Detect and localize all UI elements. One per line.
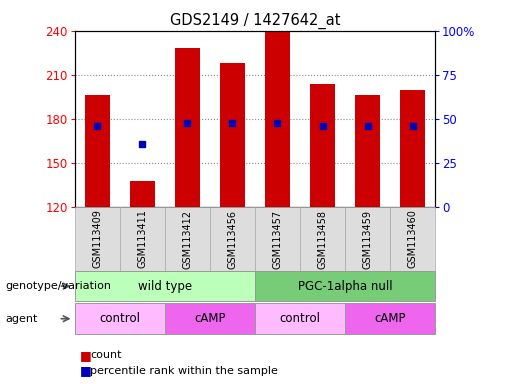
Point: [93, 123, 101, 129]
Point: [138, 141, 146, 147]
Bar: [390, 207, 435, 271]
Text: GSM113459: GSM113459: [363, 210, 372, 268]
Bar: [165, 303, 255, 334]
Bar: [210, 207, 255, 271]
Bar: [119, 207, 165, 271]
Text: percentile rank within the sample: percentile rank within the sample: [90, 366, 278, 376]
Text: count: count: [90, 350, 122, 360]
Point: [273, 119, 282, 126]
Bar: [165, 207, 210, 271]
Bar: [310, 84, 335, 207]
Point: [318, 123, 327, 129]
Bar: [75, 207, 119, 271]
Bar: [130, 181, 154, 207]
Text: PGC-1alpha null: PGC-1alpha null: [298, 280, 392, 293]
Bar: [400, 89, 425, 207]
Bar: [255, 271, 435, 301]
Bar: [220, 63, 245, 207]
Bar: [255, 303, 345, 334]
Bar: [75, 303, 165, 334]
Text: ■: ■: [80, 349, 92, 362]
Text: GSM113409: GSM113409: [92, 210, 102, 268]
Text: genotype/variation: genotype/variation: [5, 281, 111, 291]
Text: GSM113411: GSM113411: [138, 210, 147, 268]
Text: agent: agent: [5, 314, 38, 324]
Point: [408, 123, 417, 129]
Text: control: control: [280, 312, 320, 325]
Point: [364, 123, 372, 129]
Text: GSM113458: GSM113458: [318, 210, 328, 268]
Text: cAMP: cAMP: [374, 312, 406, 325]
Text: control: control: [99, 312, 140, 325]
Bar: [345, 303, 435, 334]
Text: ■: ■: [80, 364, 92, 377]
Bar: [85, 96, 110, 207]
Bar: [75, 271, 255, 301]
Bar: [355, 96, 380, 207]
Text: cAMP: cAMP: [194, 312, 226, 325]
Title: GDS2149 / 1427642_at: GDS2149 / 1427642_at: [169, 13, 340, 29]
Bar: [345, 207, 390, 271]
Text: wild type: wild type: [138, 280, 192, 293]
Bar: [255, 207, 300, 271]
Bar: [300, 207, 345, 271]
Text: GSM113460: GSM113460: [408, 210, 418, 268]
Text: GSM113457: GSM113457: [272, 210, 282, 268]
Text: GSM113412: GSM113412: [182, 210, 192, 268]
Bar: [265, 32, 290, 207]
Text: GSM113456: GSM113456: [228, 210, 237, 268]
Point: [183, 119, 192, 126]
Point: [228, 119, 236, 126]
Bar: [175, 48, 200, 207]
